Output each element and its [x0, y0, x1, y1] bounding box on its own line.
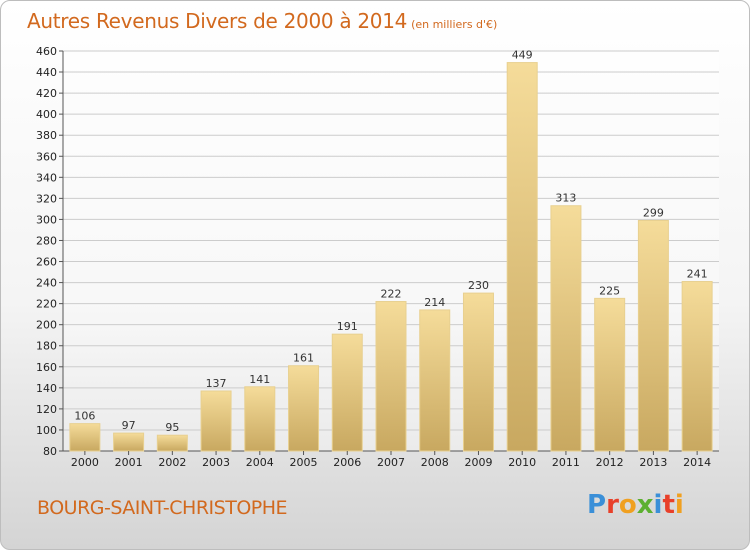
y-tick-label: 300 [36, 213, 57, 226]
logo-letter: x [636, 490, 654, 520]
x-tick-label-2011: 2011 [552, 456, 580, 469]
data-label-2002: 95 [165, 421, 179, 434]
chart-subtitle: (en milliers d'€) [411, 18, 498, 31]
bar-2010 [506, 62, 538, 452]
data-label-2009: 230 [468, 279, 489, 292]
x-tick-label-2007: 2007 [377, 456, 405, 469]
logo-letter: i [674, 490, 684, 520]
data-label-2004: 141 [249, 373, 270, 386]
x-tick-label-2000: 2000 [71, 456, 99, 469]
data-label-2005: 161 [293, 352, 314, 365]
logo-letter: i [653, 490, 663, 520]
x-tick-label-2013: 2013 [639, 456, 667, 469]
bar-2014 [681, 281, 713, 452]
y-tick-label: 460 [36, 45, 57, 58]
data-label-2000: 106 [74, 410, 95, 423]
bar-2011 [550, 205, 582, 452]
logo-letter: o [618, 490, 637, 520]
bar-2000 [69, 423, 101, 452]
data-label-2008: 214 [424, 296, 445, 309]
x-tick-label-2003: 2003 [202, 456, 230, 469]
y-tick-label: 80 [43, 445, 57, 458]
y-tick-label: 360 [36, 150, 57, 163]
y-tick-label: 100 [36, 424, 57, 437]
data-label-2003: 137 [206, 377, 227, 390]
data-label-2006: 191 [337, 320, 358, 333]
data-label-2007: 222 [381, 288, 402, 301]
bar-2003 [200, 390, 232, 452]
y-tick-label: 380 [36, 129, 57, 142]
x-tick-label-2014: 2014 [683, 456, 711, 469]
x-tick-label-2008: 2008 [421, 456, 449, 469]
y-tick-label: 180 [36, 340, 57, 353]
y-tick-label: 320 [36, 192, 57, 205]
proxiti-logo: Proxiti [587, 490, 684, 520]
logo-letter: P [587, 490, 607, 520]
x-tick-label-2010: 2010 [508, 456, 536, 469]
bar-2013 [637, 219, 669, 452]
y-tick-label: 340 [36, 171, 57, 184]
logo-letter: r [606, 490, 619, 520]
y-tick-label: 280 [36, 234, 57, 247]
x-tick-label-2012: 2012 [596, 456, 624, 469]
y-tick-label: 440 [36, 66, 57, 79]
data-label-2011: 313 [555, 192, 576, 205]
y-tick-label: 400 [36, 108, 57, 121]
x-tick-label-2005: 2005 [290, 456, 318, 469]
y-tick-label: 160 [36, 361, 57, 374]
y-tick-label: 260 [36, 256, 57, 269]
bar-2002 [156, 434, 188, 452]
x-tick-label-2004: 2004 [246, 456, 274, 469]
bar-2007 [375, 301, 407, 452]
bar-2012 [594, 297, 626, 452]
x-tick-label-2001: 2001 [115, 456, 143, 469]
bar-2005 [288, 365, 320, 452]
y-tick-label: 200 [36, 319, 57, 332]
x-tick-label-2009: 2009 [464, 456, 492, 469]
bar-2009 [462, 292, 494, 452]
data-label-2001: 97 [122, 419, 136, 432]
bar-2006 [331, 333, 363, 452]
data-label-2010: 449 [512, 49, 533, 62]
x-tick-label-2006: 2006 [333, 456, 361, 469]
bar-2001 [113, 432, 145, 452]
chart-title: Autres Revenus Divers de 2000 à 2014 (en … [27, 9, 497, 33]
data-label-2014: 241 [687, 268, 708, 281]
location-name: BOURG-SAINT-CHRISTOPHE [37, 497, 288, 519]
y-tick-label: 220 [36, 298, 57, 311]
data-label-2013: 299 [643, 206, 664, 219]
bar-2008 [419, 309, 451, 452]
y-tick-label: 140 [36, 382, 57, 395]
x-tick-label-2002: 2002 [158, 456, 186, 469]
y-tick-label: 420 [36, 87, 57, 100]
logo-letter: t [662, 490, 675, 520]
y-tick-label: 120 [36, 403, 57, 416]
y-tick-label: 240 [36, 277, 57, 290]
chart-title-text: Autres Revenus Divers de 2000 à 2014 [27, 9, 408, 33]
bar-2004 [244, 386, 276, 452]
data-label-2012: 225 [599, 284, 620, 297]
